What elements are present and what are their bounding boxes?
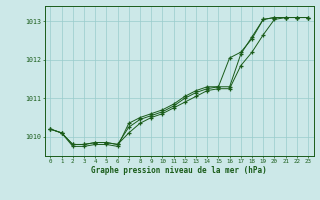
X-axis label: Graphe pression niveau de la mer (hPa): Graphe pression niveau de la mer (hPa)	[91, 166, 267, 175]
